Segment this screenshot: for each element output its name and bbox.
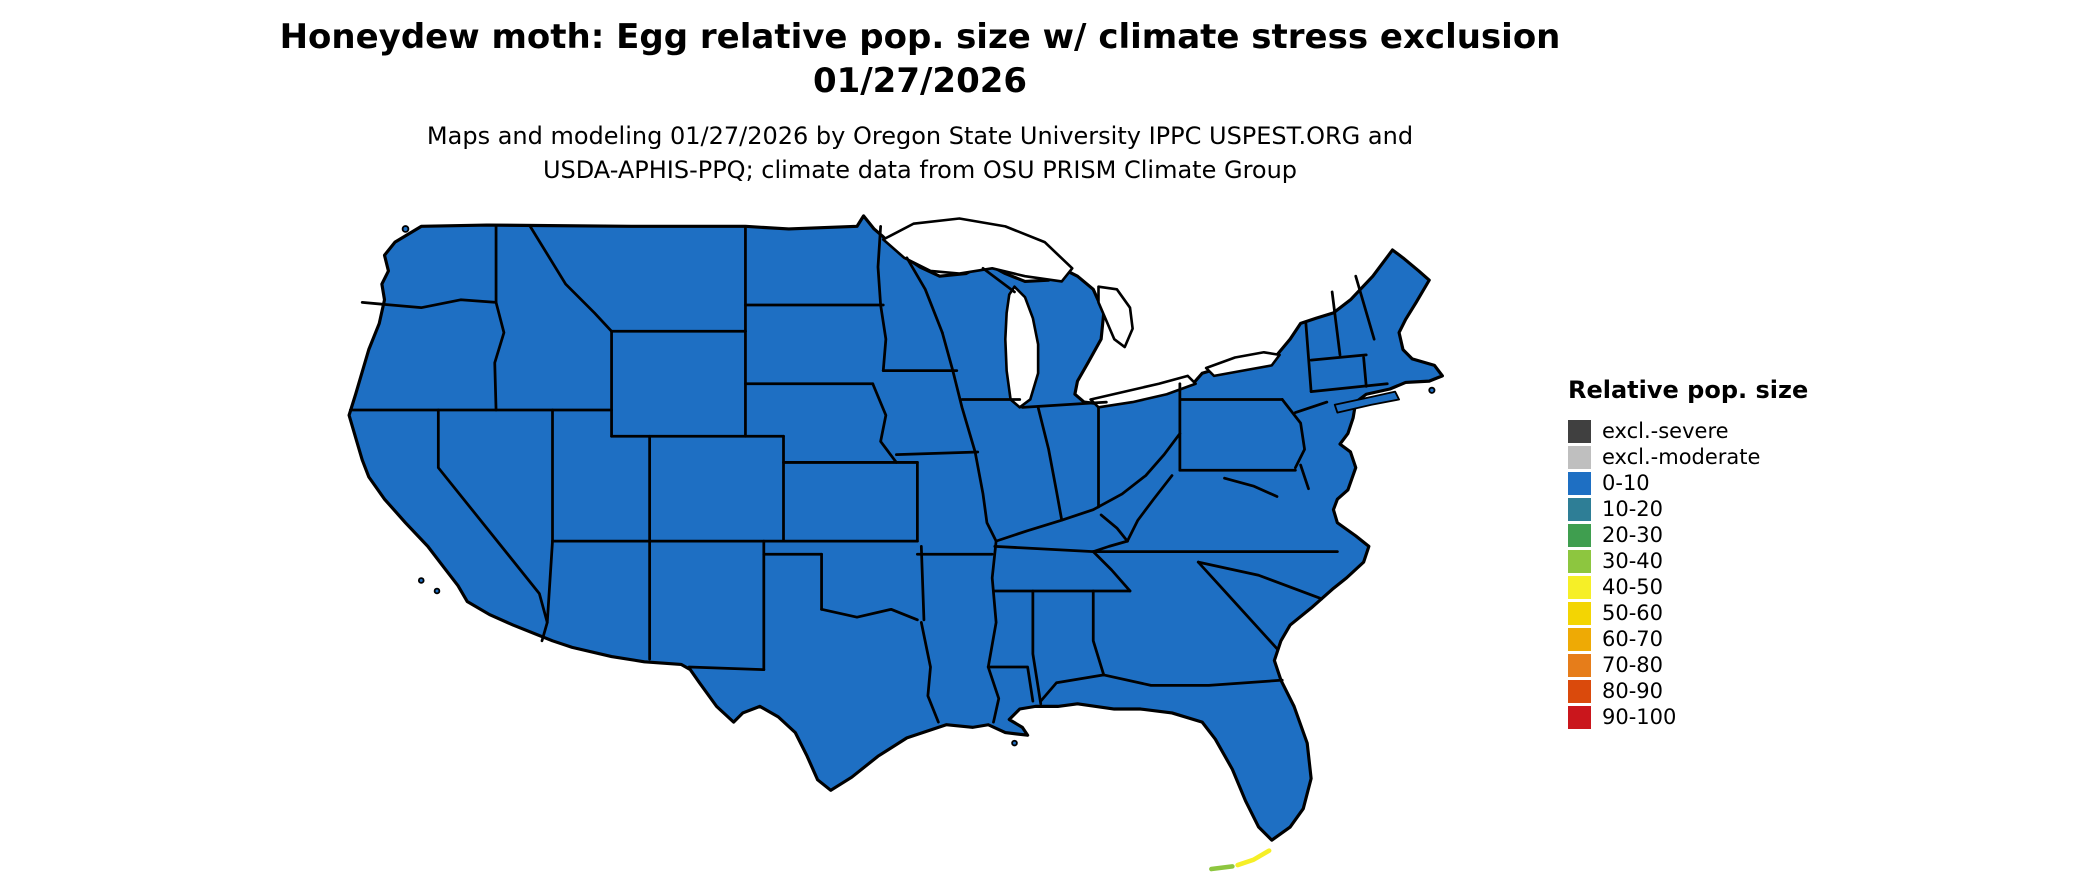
state-borders [348, 224, 1389, 724]
keys-green-segment [1209, 864, 1235, 872]
keys-yellow-segment [1235, 848, 1272, 868]
legend-label: 70-80 [1602, 653, 1664, 677]
lake-huron [1097, 285, 1134, 349]
legend-item: 10-20 [1568, 496, 1808, 522]
legend-item: 90-100 [1568, 704, 1808, 730]
legend-swatch [1568, 627, 1591, 651]
islands [401, 225, 1436, 747]
legend-swatch [1568, 523, 1591, 547]
lake-ontario [1204, 350, 1281, 378]
header: Honeydew moth: Egg relative pop. size w/… [0, 16, 1840, 187]
legend-swatch [1568, 575, 1591, 599]
legend-item: excl.-severe [1568, 418, 1808, 444]
legend-label: 90-100 [1602, 705, 1677, 729]
legend-swatch [1568, 471, 1591, 495]
page-title-date: 01/27/2026 [812, 60, 1028, 101]
legend-item: excl.-moderate [1568, 444, 1808, 470]
legend-swatch [1568, 419, 1591, 443]
legend-swatch [1568, 445, 1591, 469]
legend-item: 70-80 [1568, 652, 1808, 678]
legend-swatch [1568, 497, 1591, 521]
legend-label: excl.-moderate [1602, 445, 1761, 469]
legend-item: 20-30 [1568, 522, 1808, 548]
us-map [290, 208, 1550, 890]
legend-item: 30-40 [1568, 548, 1808, 574]
great-lakes [881, 217, 1281, 409]
legend-title: Relative pop. size [1568, 376, 1809, 404]
legend-item: 40-50 [1568, 574, 1808, 600]
legend-item: 80-90 [1568, 678, 1808, 704]
legend-label: 40-50 [1602, 575, 1664, 599]
legend-label: 50-60 [1602, 601, 1664, 625]
us-map-svg [347, 214, 1444, 872]
long-island [1333, 390, 1400, 414]
legend-label: 10-20 [1602, 497, 1664, 521]
page-title: Honeydew moth: Egg relative pop. size w/… [279, 17, 1561, 57]
legend-label: excl.-severe [1602, 419, 1729, 443]
legend-items: excl.-severe excl.-moderate 0-10 10-20 20-30… [1568, 418, 1808, 730]
lake-superior [881, 217, 1074, 283]
legend-item: 60-70 [1568, 626, 1808, 652]
legend-item: 0-10 [1568, 470, 1808, 496]
legend-swatch [1568, 601, 1591, 625]
san-juan-island [401, 225, 410, 233]
subtitle-line-1: Maps and modeling 01/27/2026 by Oregon S… [426, 122, 1414, 151]
legend-label: 0-10 [1602, 471, 1650, 495]
legend-swatch [1568, 549, 1591, 573]
nantucket-island [1428, 386, 1436, 394]
legend-label: 30-40 [1602, 549, 1664, 573]
lake-erie [1089, 374, 1197, 409]
legend-swatch [1568, 679, 1591, 703]
florida-keys [1209, 848, 1272, 872]
subtitle-line-2: USDA-APHIS-PPQ; climate data from OSU PR… [542, 156, 1298, 185]
legend: Relative pop. size excl.-severe excl.-mod… [1568, 376, 1808, 730]
lake-michigan [1004, 285, 1040, 409]
legend-swatch [1568, 653, 1591, 677]
us-landmass [347, 214, 1444, 842]
legend-label: 60-70 [1602, 627, 1664, 651]
legend-item: 50-60 [1568, 600, 1808, 626]
legend-swatch [1568, 705, 1591, 729]
legend-label: 20-30 [1602, 523, 1664, 547]
subtitle: Maps and modeling 01/27/2026 by Oregon S… [0, 119, 1840, 187]
channel-island-1 [417, 577, 425, 584]
legend-label: 80-90 [1602, 679, 1664, 703]
channel-island-2 [433, 587, 441, 595]
gulf-island [1011, 739, 1018, 747]
